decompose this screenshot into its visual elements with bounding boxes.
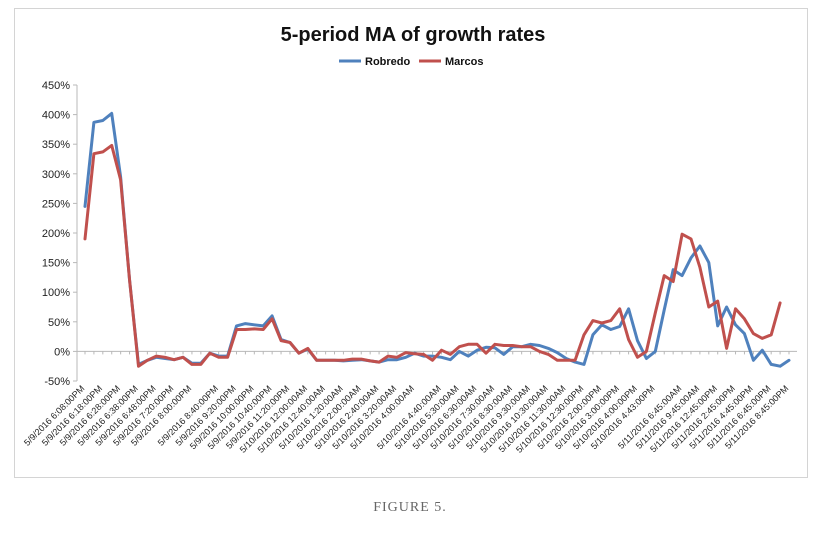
series-line-robredo	[83, 111, 791, 368]
series-line-marcos	[83, 143, 782, 368]
y-tick-label: 450%	[42, 80, 70, 92]
y-tick-label: -50%	[44, 376, 70, 388]
y-tick-label: 200%	[42, 228, 70, 240]
y-tick-label: 100%	[42, 287, 70, 299]
chart-frame: 5-period MA of growth rates Robredo Marc…	[14, 8, 808, 478]
y-tick-label: 350%	[42, 139, 70, 151]
figure-caption: FIGURE 5.	[373, 500, 447, 515]
y-tick-label: 0%	[54, 346, 70, 358]
line-chart: 5-period MA of growth rates Robredo Marc…	[22, 24, 797, 455]
y-tick-label: 400%	[42, 110, 70, 122]
y-tick-label: 300%	[42, 169, 70, 181]
y-axis: 450% 400% 350% 300% 250% 200% 150% 100% 50% 0% -50…	[42, 80, 78, 388]
y-tick-label: 50%	[48, 317, 70, 329]
chart-legend: Robredo Marcos	[339, 56, 484, 68]
y-tick-label: 150%	[42, 258, 70, 270]
series-layer	[83, 111, 791, 368]
chart-title: 5-period MA of growth rates	[281, 24, 546, 46]
y-tick-label: 250%	[42, 198, 70, 210]
legend-label-robredo: Robredo	[365, 56, 411, 68]
legend-label-marcos: Marcos	[445, 56, 484, 68]
